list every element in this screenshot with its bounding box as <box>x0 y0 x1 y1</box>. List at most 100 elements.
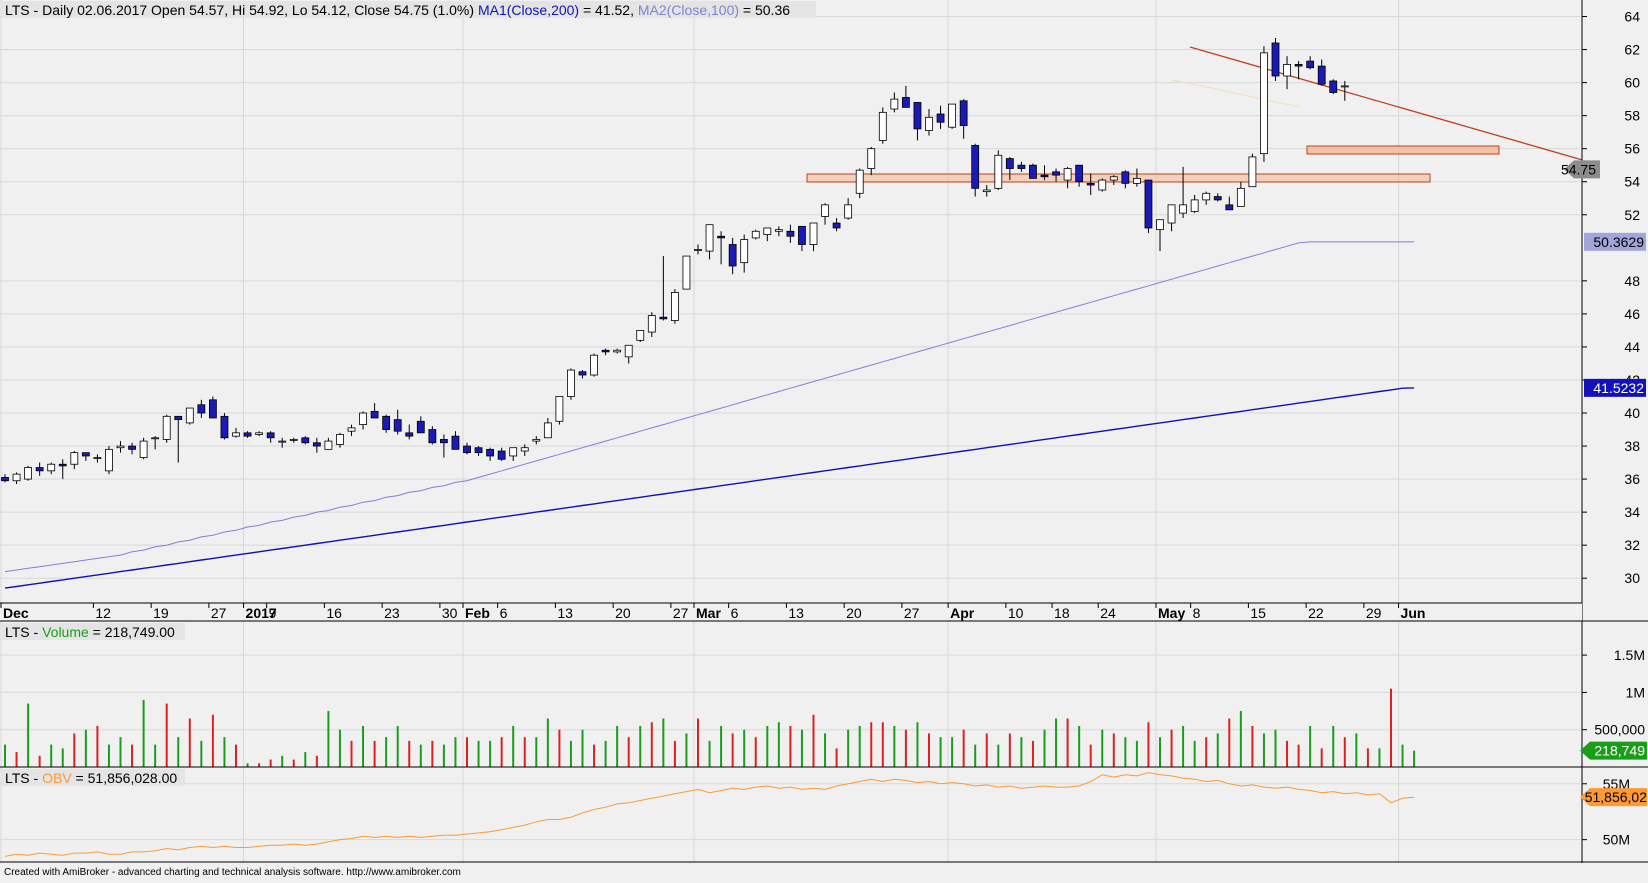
candle <box>12 472 21 485</box>
breakout-zone[interactable] <box>1306 145 1500 155</box>
candle <box>1063 166 1072 189</box>
candle-down <box>1086 182 1095 186</box>
candle <box>1098 178 1107 192</box>
candle <box>428 426 437 445</box>
candle-down <box>1 477 9 482</box>
candle <box>197 399 206 418</box>
candle-down <box>428 429 437 444</box>
ma1-label: MA1(Close,200) <box>478 2 579 18</box>
date-tick-label: Jun <box>1401 605 1426 621</box>
candle <box>1167 204 1176 232</box>
candle-down <box>1040 174 1049 178</box>
candle-up <box>982 189 991 193</box>
candle-down <box>266 432 275 439</box>
candle <box>266 431 275 443</box>
candle <box>93 454 102 463</box>
date-tick-label: 6 <box>731 605 739 621</box>
price-tick-label: 48 <box>1624 273 1640 289</box>
candle-down <box>243 432 252 437</box>
candle-down <box>405 432 414 437</box>
candle <box>1017 161 1026 172</box>
candle-up <box>671 292 679 321</box>
obv-separator: - <box>30 770 42 786</box>
candle-down <box>1121 171 1130 184</box>
candle-down <box>717 235 725 239</box>
candle-up <box>1202 192 1211 201</box>
footer-bar <box>0 863 1648 878</box>
candle <box>347 424 356 437</box>
candle-down <box>174 415 183 421</box>
volume-last-flag: 218,749 <box>1580 741 1647 760</box>
candle-up <box>809 222 818 245</box>
candle-up <box>116 445 125 449</box>
ma2-flag-text: 50.3629 <box>1593 234 1644 250</box>
date-tick-label: 2017 <box>246 605 277 621</box>
candle <box>809 222 818 252</box>
candle-down <box>486 448 495 457</box>
candle <box>185 407 194 425</box>
ma2-value: = 50.36 <box>739 2 790 18</box>
candle <box>867 147 876 176</box>
candle <box>694 244 702 255</box>
candle-up <box>682 255 691 290</box>
price-header: LTS - Daily 02.06.2017 Open 54.57, Hi 54… <box>2 1 816 18</box>
obv-label: OBV <box>42 770 72 786</box>
candle-up <box>774 229 783 232</box>
candle <box>1121 170 1130 189</box>
volume-last-text: 218,749 <box>1594 743 1645 759</box>
price-tick-label: 58 <box>1624 108 1640 124</box>
candle <box>728 237 737 275</box>
candle-up <box>705 224 714 252</box>
candle <box>659 256 668 321</box>
last-price-flag: 54.75 <box>1561 160 1600 179</box>
date-tick-label: 29 <box>1366 605 1382 621</box>
obv-value: = 51,856,028.00 <box>72 770 178 786</box>
candle <box>959 99 968 139</box>
volume-label: Volume <box>42 624 89 640</box>
candle-up <box>151 437 160 440</box>
support-zone[interactable] <box>806 173 1431 183</box>
candle-up <box>336 434 344 445</box>
candle <box>520 444 529 456</box>
candle <box>994 150 1003 190</box>
candle <box>174 415 183 463</box>
candle-up <box>867 148 876 169</box>
moving-averages <box>4 241 1415 589</box>
obv-last-flag: 51,856,02 <box>1580 788 1647 807</box>
candle <box>948 103 956 129</box>
candle <box>393 409 402 435</box>
price-tick-label: 56 <box>1624 141 1640 157</box>
candle <box>1075 164 1084 187</box>
candle <box>647 312 656 338</box>
candle-up <box>1109 176 1118 181</box>
candle <box>855 168 864 199</box>
candle-down <box>439 439 448 444</box>
ma2-flag: 50.3629 <box>1584 232 1646 251</box>
support-trendline[interactable] <box>1172 79 1301 108</box>
obv-symbol: LTS <box>5 770 30 786</box>
candle <box>474 446 483 456</box>
volume-tick-label: 500,000 <box>1594 722 1645 738</box>
candle <box>532 436 541 445</box>
candle-down <box>959 100 968 126</box>
candle <box>58 459 67 480</box>
candle <box>798 225 806 252</box>
candle-up <box>555 396 564 422</box>
candle <box>1202 191 1211 205</box>
candle-down <box>832 222 841 229</box>
candle-down <box>728 244 737 267</box>
candle-up <box>232 432 240 437</box>
price-axis: 303234363840424446485254565860626454.755… <box>1561 0 1648 863</box>
candle <box>1052 168 1060 182</box>
candle-down <box>35 467 44 472</box>
price-tick-label: 46 <box>1624 306 1640 322</box>
candle-down <box>128 445 136 450</box>
candle-up <box>590 354 598 376</box>
candle <box>717 231 725 265</box>
candle-down <box>1144 179 1153 229</box>
candle-up <box>694 249 702 251</box>
price-tick-label: 40 <box>1624 405 1640 421</box>
candle <box>763 227 772 242</box>
